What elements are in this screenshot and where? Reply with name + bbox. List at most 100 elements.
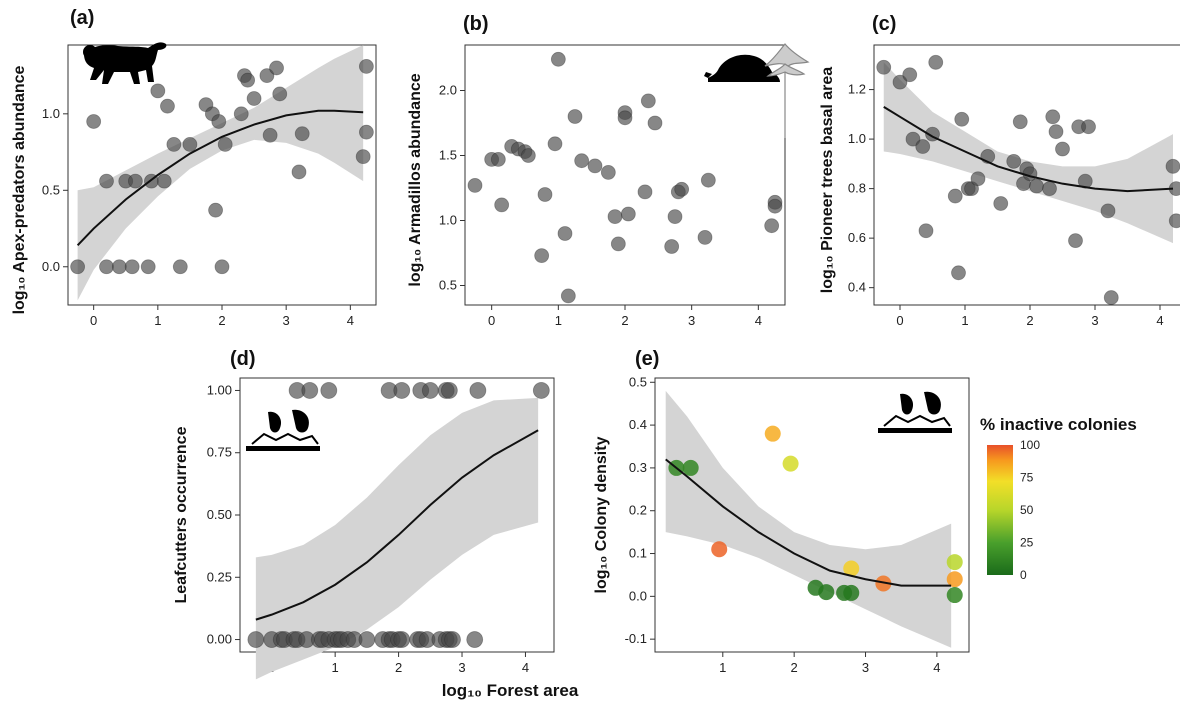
data-point bbox=[902, 67, 918, 83]
x-tick-label: 3 bbox=[688, 313, 695, 328]
x-tick-label: 4 bbox=[347, 313, 354, 328]
data-point bbox=[272, 86, 288, 102]
data-point bbox=[440, 382, 458, 399]
tree-icon bbox=[764, 43, 810, 138]
data-point bbox=[469, 382, 487, 399]
y-tick-label: 1.5 bbox=[439, 148, 457, 163]
x-tick-label: 4 bbox=[522, 660, 529, 675]
data-point bbox=[160, 98, 175, 114]
y-tick-label: 0.5 bbox=[42, 182, 60, 197]
data-point bbox=[547, 136, 563, 152]
data-point bbox=[647, 115, 663, 131]
x-tick-label: 1 bbox=[154, 313, 161, 328]
data-point bbox=[1068, 233, 1083, 249]
panel-letter-e: (e) bbox=[635, 348, 659, 370]
x-tick-label: 1 bbox=[961, 313, 968, 328]
data-point bbox=[301, 382, 319, 399]
ylabel-e: log₁₀ Colony density bbox=[593, 436, 610, 593]
panel-b: 0 1 2 3 4 0.5 1.0 1.5 2.0 bbox=[439, 44, 786, 328]
data-point bbox=[358, 59, 374, 74]
x-tick-label: 2 bbox=[791, 660, 798, 675]
y-tick-label: 1.0 bbox=[439, 213, 457, 228]
data-point bbox=[211, 114, 227, 129]
data-point bbox=[172, 259, 188, 275]
data-point bbox=[86, 114, 102, 129]
data-point bbox=[444, 631, 461, 648]
shared-xlabel: log₁₀ Forest area bbox=[442, 681, 579, 700]
y-tick-label: -0.1 bbox=[625, 631, 647, 646]
y-tick-label: 0.50 bbox=[207, 507, 232, 522]
x-tick-label: 2 bbox=[218, 313, 225, 328]
data-point bbox=[1100, 203, 1116, 219]
panel-letter-c: (c) bbox=[872, 13, 896, 35]
armadillo-icon bbox=[704, 54, 780, 82]
data-point bbox=[1042, 181, 1057, 197]
y-tick-label: 1.00 bbox=[207, 382, 232, 397]
data-point bbox=[818, 584, 835, 601]
colorbar-tick-label: 25 bbox=[1020, 536, 1034, 550]
x-tick-label: 0 bbox=[90, 313, 97, 328]
panel-a: 0 1 2 3 4 0.0 0.5 1.0 bbox=[42, 44, 377, 328]
x-tick-label: 3 bbox=[283, 313, 290, 328]
x-tick-label: 3 bbox=[1091, 313, 1098, 328]
data-point bbox=[70, 259, 86, 275]
y-tick-label: 0.6 bbox=[848, 230, 866, 245]
fit-line bbox=[665, 458, 952, 587]
data-point bbox=[876, 59, 892, 75]
x-tick-label: 1 bbox=[332, 660, 339, 675]
x-tick-label: 2 bbox=[621, 313, 628, 328]
data-point bbox=[532, 382, 550, 399]
y-tick-label: 0.4 bbox=[629, 417, 647, 432]
x-tick-label: 1 bbox=[555, 313, 562, 328]
x-tick-label: 3 bbox=[862, 660, 869, 675]
ylabel-b: log₁₀ Armadillos abundance bbox=[407, 73, 424, 286]
data-point bbox=[905, 131, 921, 147]
data-point bbox=[682, 459, 699, 476]
data-point bbox=[166, 137, 182, 152]
y-tick-label: 0.1 bbox=[629, 546, 647, 561]
data-point bbox=[947, 188, 963, 204]
data-point bbox=[918, 223, 934, 239]
data-point bbox=[1012, 114, 1028, 130]
colorbar bbox=[987, 445, 1013, 575]
data-point bbox=[124, 259, 140, 275]
data-point bbox=[490, 151, 506, 167]
data-point bbox=[600, 164, 616, 180]
x-tick-label: 2 bbox=[395, 660, 402, 675]
confidence-band bbox=[255, 397, 539, 680]
data-point bbox=[1055, 141, 1070, 157]
plot-frame bbox=[654, 377, 970, 653]
data-point bbox=[700, 172, 716, 188]
colorbar-tick-label: 50 bbox=[1020, 503, 1034, 517]
data-point bbox=[964, 181, 979, 197]
legend-title: % inactive colonies bbox=[980, 415, 1137, 434]
data-point bbox=[466, 631, 484, 648]
data-point bbox=[640, 93, 656, 109]
leafcutter-ants-icon bbox=[246, 409, 320, 451]
data-point bbox=[358, 124, 374, 140]
data-point bbox=[262, 127, 278, 143]
x-tick-label: 4 bbox=[755, 313, 762, 328]
data-point bbox=[127, 173, 143, 189]
x-tick-label: 2 bbox=[1026, 313, 1033, 328]
panel-e: 1 2 3 4 -0.1 0.0 0.1 0.2 0.3 0.4 0.5 bbox=[625, 374, 970, 675]
panel-letter-b: (b) bbox=[463, 13, 489, 35]
data-point bbox=[993, 196, 1009, 211]
data-point bbox=[637, 184, 653, 200]
data-point bbox=[1045, 109, 1061, 125]
fit-line bbox=[76, 109, 364, 247]
data-point bbox=[946, 571, 963, 588]
data-point bbox=[320, 382, 338, 399]
data-point bbox=[587, 158, 603, 174]
data-point bbox=[355, 149, 371, 165]
data-point bbox=[294, 126, 310, 142]
data-point bbox=[610, 236, 626, 252]
data-point bbox=[946, 587, 963, 604]
data-point bbox=[1168, 213, 1180, 229]
data-point bbox=[875, 575, 892, 592]
data-point bbox=[1077, 173, 1093, 189]
data-point bbox=[214, 259, 230, 275]
data-point bbox=[150, 83, 166, 99]
